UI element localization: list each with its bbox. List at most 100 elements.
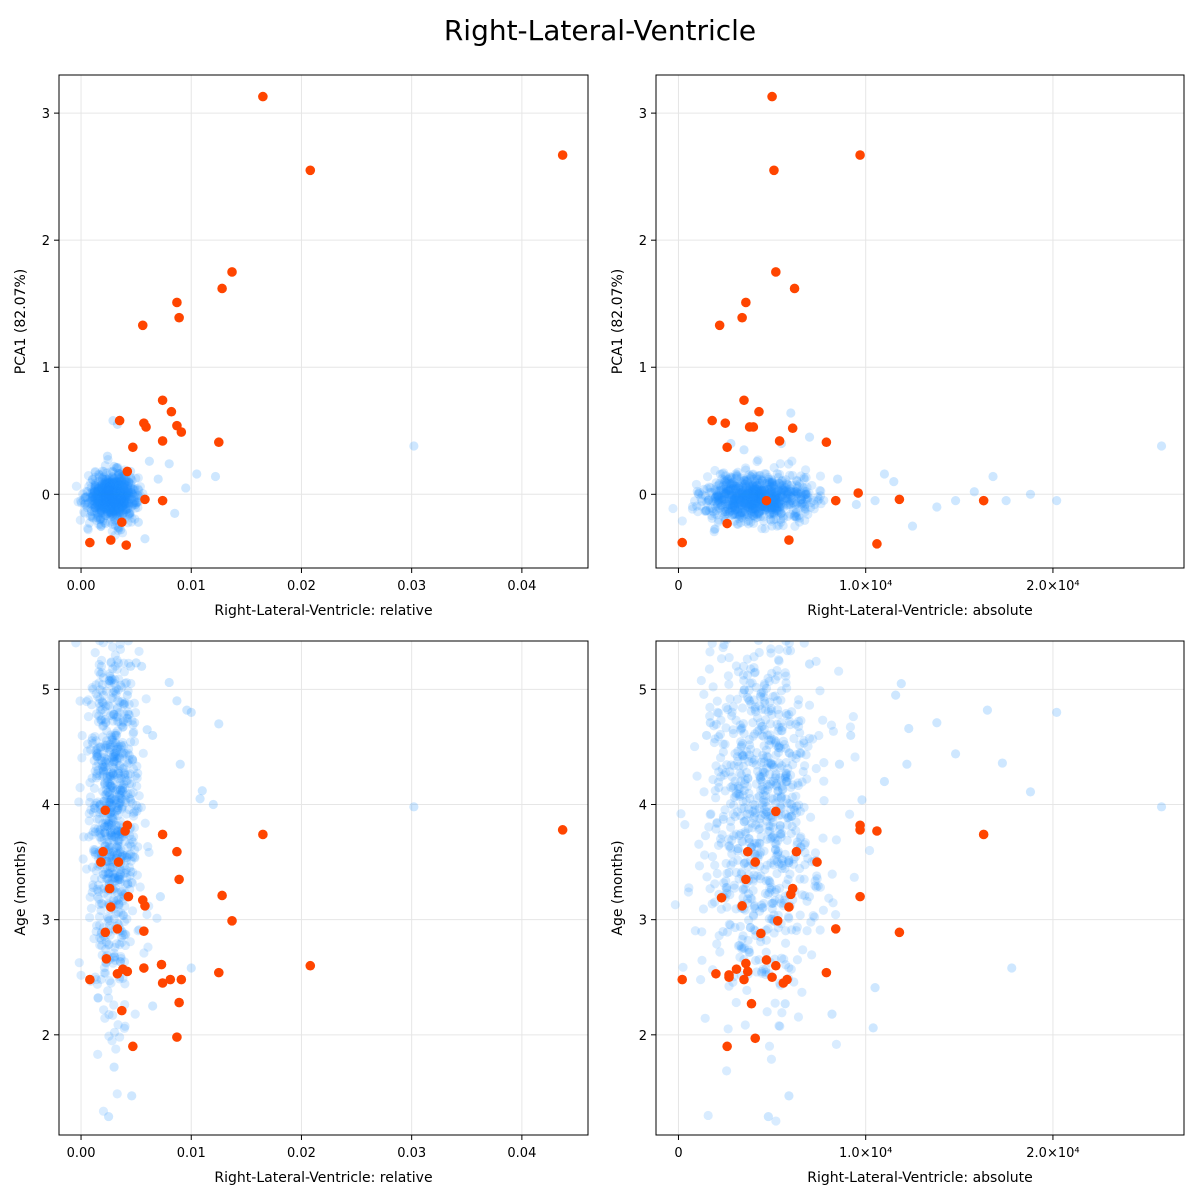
background-point: [743, 773, 753, 783]
background-point: [117, 932, 127, 943]
background-point: [105, 502, 115, 512]
background-point: [764, 676, 774, 686]
background-point: [98, 514, 108, 524]
background-point: [781, 678, 791, 688]
background-point: [720, 494, 730, 504]
background-point: [76, 498, 86, 508]
background-point: [719, 496, 729, 506]
background-point: [131, 658, 141, 668]
background-point: [109, 914, 119, 924]
highlight-point: [830, 924, 841, 934]
background-point: [121, 492, 131, 502]
background-point: [108, 479, 118, 489]
background-point: [738, 761, 748, 772]
background-point: [105, 490, 115, 501]
background-point: [736, 508, 747, 518]
background-point: [98, 762, 108, 772]
background-point: [782, 487, 793, 497]
background-point: [103, 940, 114, 950]
background-point: [98, 502, 109, 512]
background-point: [794, 517, 805, 527]
background-point: [96, 505, 106, 515]
background-point: [730, 484, 741, 494]
background-point: [831, 910, 841, 920]
background-point: [108, 517, 118, 527]
background-point: [104, 479, 114, 490]
background-point: [799, 483, 809, 493]
background-point: [730, 748, 740, 759]
background-point: [754, 771, 764, 781]
background-point: [100, 483, 110, 494]
background-point: [752, 502, 762, 512]
background-point: [102, 478, 113, 489]
background-point: [80, 492, 90, 502]
background-point: [106, 710, 116, 720]
highlight-point: [707, 415, 717, 426]
background-point: [112, 849, 123, 859]
background-point: [713, 491, 724, 501]
background-point: [732, 472, 742, 482]
background-point: [115, 957, 126, 967]
background-point: [120, 499, 130, 509]
background-point: [107, 494, 117, 504]
background-point: [732, 752, 743, 762]
background-point: [111, 625, 120, 634]
background-point: [101, 491, 112, 502]
background-point: [760, 864, 770, 875]
background-point: [105, 504, 115, 514]
highlight-point: [140, 494, 150, 505]
background-point: [774, 520, 784, 530]
background-point: [765, 514, 776, 525]
background-point: [791, 753, 801, 763]
background-point: [103, 493, 113, 503]
background-point: [96, 503, 106, 513]
background-point: [126, 779, 137, 789]
background-point: [109, 477, 119, 487]
background-point: [761, 876, 771, 886]
background-point: [107, 474, 118, 484]
background-point: [738, 893, 748, 903]
highlight-point: [782, 974, 792, 985]
background-point: [128, 484, 138, 494]
background-point: [105, 677, 116, 687]
background-point: [705, 503, 716, 513]
background-point: [755, 489, 765, 499]
background-point: [764, 488, 774, 499]
background-point: [735, 517, 746, 528]
background-point: [104, 841, 114, 851]
background-point: [106, 506, 116, 517]
background-point: [104, 492, 114, 502]
background-point: [768, 817, 778, 827]
background-point: [94, 472, 104, 482]
background-point: [115, 753, 125, 763]
background-point: [743, 862, 753, 872]
background-point: [744, 740, 755, 750]
background-point: [765, 883, 775, 894]
background-point: [1156, 802, 1167, 812]
background-point: [98, 869, 108, 879]
background-point: [738, 491, 748, 502]
background-point: [737, 478, 747, 488]
background-point: [743, 502, 753, 513]
background-point: [769, 480, 779, 490]
background-point: [703, 495, 713, 506]
background-point: [107, 711, 118, 721]
background-point: [754, 955, 764, 965]
background-point: [733, 494, 743, 505]
background-point: [120, 797, 131, 807]
background-point: [879, 776, 890, 787]
background-point: [114, 674, 124, 684]
background-point: [115, 478, 125, 488]
background-point: [90, 502, 100, 512]
background-point: [709, 527, 719, 537]
background-point: [108, 894, 119, 905]
background-point: [687, 504, 698, 514]
background-point: [773, 472, 783, 483]
background-point: [101, 518, 111, 529]
background-point: [95, 513, 106, 523]
background-point: [828, 898, 838, 908]
background-point: [764, 781, 774, 791]
background-point: [114, 900, 124, 910]
background-point: [772, 856, 782, 867]
background-point: [738, 513, 748, 523]
